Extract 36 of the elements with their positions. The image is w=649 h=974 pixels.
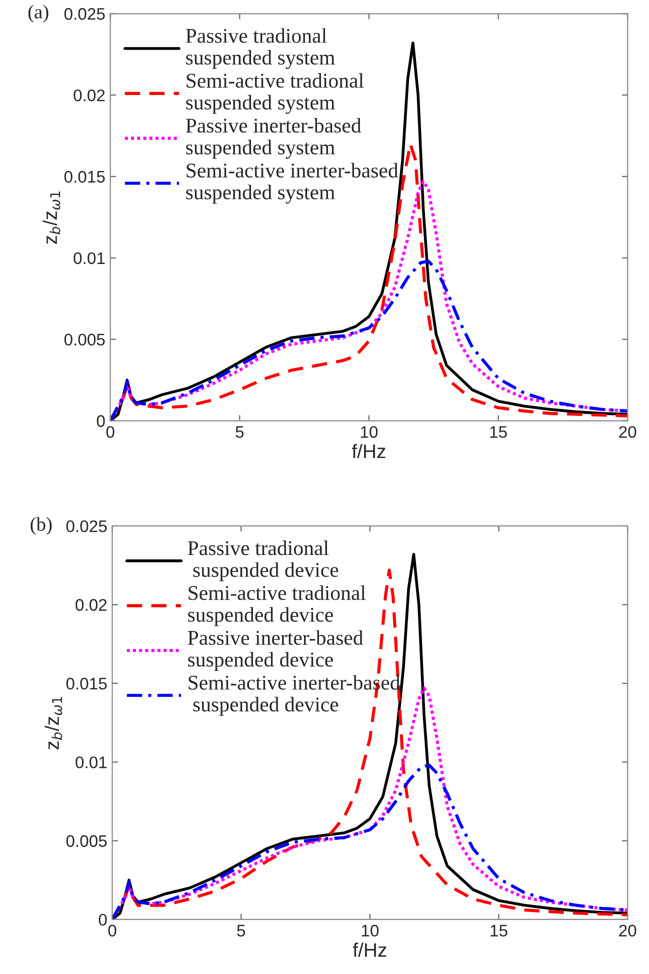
legend-label: Semi-active inerter-based suspended device: [188, 675, 400, 716]
y-tick-label: 0: [96, 415, 105, 427]
x-tick-label: 10: [362, 924, 379, 937]
legend-label: Passive tradional suspended system: [186, 28, 335, 69]
legend-label: Passive tradional suspended device: [188, 540, 338, 582]
y-tick-label: 0.01: [76, 756, 107, 768]
legend-label: Semi-active tradional suspended device: [188, 585, 366, 626]
legend-label: Semi-active inerter-based suspended system: [186, 162, 398, 204]
x-tick-label: 10: [360, 426, 378, 438]
x-tick-label: 15: [490, 924, 508, 937]
legend-label: Passive inerter-based suspended device: [188, 630, 364, 671]
x-axis-title: f/Hz: [352, 444, 386, 458]
y-tick-label: 0.02: [74, 89, 105, 102]
y-tick-label: 0.015: [66, 678, 107, 690]
chart-title: (a): [28, 4, 48, 22]
legend-label: Semi-active tradional suspended system: [186, 73, 364, 114]
x-tick-label: 15: [490, 426, 507, 438]
y-tick-label: 0.005: [64, 334, 105, 346]
y-tick-label: 0.015: [64, 170, 105, 183]
y-tick-label: 0.005: [66, 835, 107, 847]
x-tick-label: 0: [108, 924, 116, 937]
y-axis-title: z$_{b}$/z$_{ω1}$: [42, 192, 60, 244]
x-axis-title: f/Hz: [352, 942, 386, 957]
y-tick-label: 0: [98, 914, 107, 926]
x-tick-label: 0: [106, 426, 114, 438]
legend-label: Passive inerter-based suspended system: [186, 118, 362, 159]
y-tick-label: 0.025: [64, 8, 105, 20]
x-tick-label: 20: [619, 924, 636, 937]
y-tick-label: 0.01: [74, 252, 105, 264]
y-tick-label: 0.025: [66, 520, 107, 532]
y-axis-title: z$_{b}$/z$_{ω1}$: [44, 697, 62, 750]
x-tick-label: 20: [619, 426, 636, 438]
x-tick-label: 5: [236, 426, 244, 438]
x-tick-label: 5: [237, 924, 246, 937]
y-tick-label: 0.02: [76, 599, 107, 611]
chart-title: (b): [30, 517, 52, 535]
